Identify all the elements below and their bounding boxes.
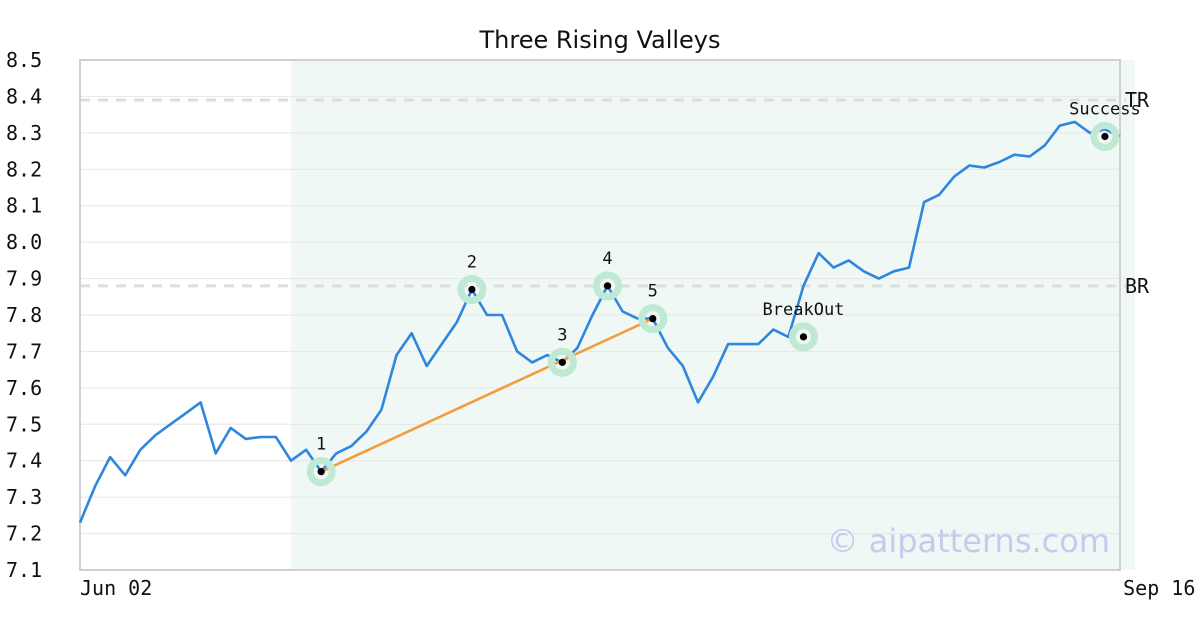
x-tick-label: Jun 02 <box>80 576 152 600</box>
y-tick-label: 8.0 <box>6 230 42 254</box>
marker-label: 2 <box>467 253 477 273</box>
y-tick-label: 7.2 <box>6 522 42 546</box>
marker-dot <box>317 468 325 476</box>
y-tick-label: 7.9 <box>6 267 42 291</box>
marker-dot <box>558 358 566 366</box>
watermark: © aipatterns.com <box>827 522 1110 560</box>
x-tick-label: Sep 16 <box>1123 576 1195 600</box>
y-tick-label: 8.5 <box>6 48 42 72</box>
y-tick-label: 7.4 <box>6 449 42 473</box>
marker-ring <box>638 304 668 334</box>
marker-label: 1 <box>316 435 326 455</box>
y-tick-label: 8.1 <box>6 194 42 218</box>
y-tick-label: 7.5 <box>6 412 42 436</box>
marker-dot <box>1101 132 1109 141</box>
y-tick-label: 7.6 <box>6 376 42 400</box>
marker-label: BreakOut <box>763 300 845 320</box>
y-tick-label: 8.2 <box>6 157 42 181</box>
marker-label: Success <box>1069 100 1141 120</box>
marker-label: 3 <box>557 325 567 345</box>
y-tick-label: 7.7 <box>6 339 42 363</box>
marker-ring <box>593 271 623 301</box>
marker-ring <box>1090 122 1120 151</box>
level-lines-layer: TR BR <box>80 88 1150 298</box>
price-line <box>78 120 1121 524</box>
y-tick-label: 7.8 <box>6 303 42 327</box>
level-label-br: BR <box>1125 274 1150 298</box>
marker-dot <box>799 333 808 341</box>
y-tick-label: 8.3 <box>6 121 42 145</box>
marker-ring <box>457 275 487 304</box>
series-layer <box>78 120 1121 524</box>
y-tick-label: 7.3 <box>6 485 42 509</box>
chart-title: Three Rising Valleys <box>478 26 720 54</box>
markers-layer: 1 2 3 4 5 BreakOut Success <box>306 100 1141 487</box>
marker-dot <box>649 315 657 323</box>
marker-ring <box>547 347 577 377</box>
y-tick-label: 7.1 <box>6 558 42 582</box>
y-tick-label: 8.4 <box>6 84 42 108</box>
marker-label: 5 <box>648 282 658 302</box>
marker-dot <box>603 282 612 290</box>
trendline <box>320 317 654 473</box>
marker-ring <box>306 457 336 487</box>
level-label-tr: TR <box>1125 88 1150 112</box>
axis-labels-layer: 7.1 7.2 7.3 7.4 7.5 7.6 7.7 7.8 7.9 8.0 8.1 8.2 8.3 8… <box>6 48 1195 600</box>
plot-frame <box>79 59 1121 571</box>
marker-label: 4 <box>602 249 612 269</box>
marker-dot <box>468 285 476 294</box>
marker-ring <box>788 322 818 352</box>
